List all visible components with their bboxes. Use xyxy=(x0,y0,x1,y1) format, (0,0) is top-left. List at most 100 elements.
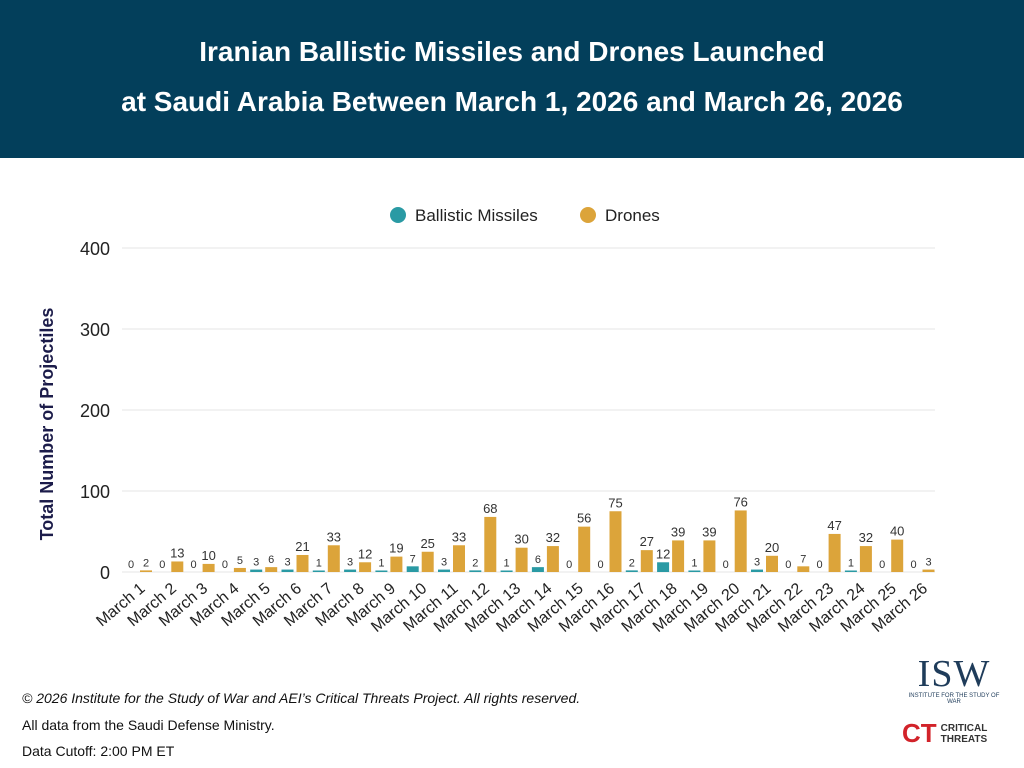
ct-logo-text2: THREATS xyxy=(940,733,988,745)
drone-bar xyxy=(453,545,465,572)
ballistic-missile-bar xyxy=(344,569,357,572)
data-label: 20 xyxy=(765,540,779,555)
data-label: 0 xyxy=(723,559,729,571)
ct-logo-mark: CT xyxy=(902,718,937,748)
chart-title-line1: Iranian Ballistic Missiles and Drones La… xyxy=(199,36,825,67)
drone-bar xyxy=(703,540,716,572)
drone-bar xyxy=(233,567,246,572)
ballistic-missile-bar xyxy=(844,570,857,572)
drone-bar xyxy=(734,510,747,572)
copyright-text: © 2026 Institute for the Study of War an… xyxy=(22,690,581,706)
ballistic-missile-bar xyxy=(375,570,388,572)
data-label: 0 xyxy=(879,559,885,571)
data-label: 3 xyxy=(925,557,931,569)
data-label: 13 xyxy=(170,545,184,560)
data-label: 0 xyxy=(910,559,916,571)
ballistic-missile-bar xyxy=(688,570,701,572)
data-label: 0 xyxy=(128,559,134,571)
data-label: 0 xyxy=(597,559,603,571)
drone-bar xyxy=(859,546,872,572)
legend-marker xyxy=(580,207,596,223)
drone-bar xyxy=(797,566,810,572)
drone-bar xyxy=(359,562,372,572)
data-label: 0 xyxy=(817,559,823,571)
data-label: 2 xyxy=(629,557,635,569)
y-tick-label: 400 xyxy=(80,239,110,259)
data-label: 32 xyxy=(546,530,560,545)
data-label: 33 xyxy=(452,529,466,544)
drone-bar xyxy=(672,540,685,572)
drone-bar xyxy=(891,539,904,572)
data-label: 10 xyxy=(201,548,215,563)
data-label: 3 xyxy=(253,557,259,569)
chart-title-line2: at Saudi Arabia Between March 1, 2026 an… xyxy=(121,86,903,117)
data-label: 75 xyxy=(608,495,622,510)
drone-bar xyxy=(171,561,184,572)
drone-bar xyxy=(578,526,591,572)
ballistic-missile-bar xyxy=(751,569,763,572)
data-label: 56 xyxy=(577,511,591,526)
data-label: 40 xyxy=(890,524,904,539)
drone-bar xyxy=(421,551,434,572)
drone-bar xyxy=(202,563,215,572)
data-label: 76 xyxy=(733,494,747,509)
data-label: 6 xyxy=(268,554,274,566)
y-axis-label: Total Number of Projectiles xyxy=(37,308,57,541)
data-label: 32 xyxy=(859,530,873,545)
drone-bar xyxy=(390,556,403,572)
data-label: 7 xyxy=(410,553,416,565)
data-label: 3 xyxy=(754,557,760,569)
drone-bar xyxy=(766,555,778,572)
drone-bar xyxy=(922,569,935,572)
legend-label: Ballistic Missiles xyxy=(415,206,538,225)
data-label: 3 xyxy=(284,557,290,569)
data-label: 12 xyxy=(656,546,670,561)
legend-marker xyxy=(390,207,406,223)
ct-logo-text1: CRITICAL xyxy=(940,722,988,734)
y-tick-label: 300 xyxy=(80,320,110,340)
data-label: 1 xyxy=(691,558,697,570)
data-label: 1 xyxy=(848,558,854,570)
drone-bar xyxy=(327,545,340,572)
data-label: 7 xyxy=(800,553,806,565)
ballistic-missile-bar xyxy=(531,567,544,572)
data-label: 21 xyxy=(295,539,309,554)
data-label: 3 xyxy=(441,557,447,569)
ballistic-missile-bar xyxy=(406,566,419,572)
cutoff-text: Data Cutoff: 2:00 PM ET xyxy=(22,743,175,759)
y-tick-label: 0 xyxy=(100,563,110,583)
header-banner: Iranian Ballistic Missiles and Drones La… xyxy=(0,0,1024,158)
ballistic-missile-bar xyxy=(657,562,670,572)
source-text: All data from the Saudi Defense Ministry… xyxy=(22,717,275,733)
isw-logo: ISW INSTITUTE FOR THE STUDY OF WAR xyxy=(906,655,1002,705)
y-tick-label: 200 xyxy=(80,401,110,421)
data-label: 0 xyxy=(222,559,228,571)
data-label: 5 xyxy=(237,555,243,567)
ballistic-missile-bar xyxy=(281,569,294,572)
data-label: 39 xyxy=(671,524,685,539)
isw-logo-text: ISW xyxy=(917,653,991,695)
drone-bar xyxy=(546,546,559,572)
data-label: 2 xyxy=(143,557,149,569)
isw-logo-subtext: INSTITUTE FOR THE STUDY OF WAR xyxy=(908,693,1000,705)
drone-bar xyxy=(609,511,622,572)
data-label: 0 xyxy=(566,559,572,571)
drone-bar xyxy=(828,533,841,572)
ct-logo: CT CRITICAL THREATS xyxy=(902,718,1002,749)
drone-bar xyxy=(515,547,528,572)
drone-bar xyxy=(484,516,497,572)
data-label: 0 xyxy=(159,559,165,571)
legend-label: Drones xyxy=(605,206,660,225)
ballistic-missile-bar xyxy=(312,570,325,572)
y-tick-label: 100 xyxy=(80,482,110,502)
data-label: 3 xyxy=(347,557,353,569)
data-label: 68 xyxy=(483,501,497,516)
data-label: 33 xyxy=(327,529,341,544)
data-label: 25 xyxy=(420,536,434,551)
data-label: 19 xyxy=(389,541,403,556)
drone-bar xyxy=(265,567,278,572)
data-label: 47 xyxy=(827,518,841,533)
ballistic-missile-bar xyxy=(500,570,513,572)
data-label: 12 xyxy=(358,546,372,561)
